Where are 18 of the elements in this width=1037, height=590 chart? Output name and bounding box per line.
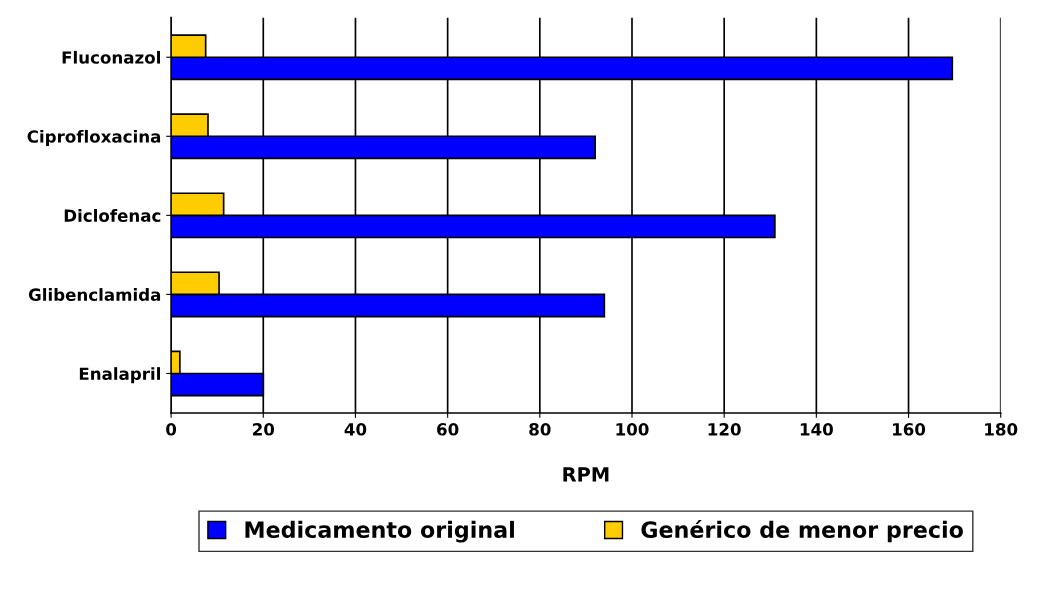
y-tick-label: Glibenclamida <box>28 288 161 301</box>
x-tick-label: 160 <box>893 423 926 436</box>
x-tick-label: 140 <box>800 423 833 436</box>
x-tick-label: 180 <box>985 423 1018 436</box>
y-tick-label: Fluconazol <box>62 50 160 64</box>
legend-label: Genérico de menor precio <box>641 519 963 543</box>
x-tick-label: 40 <box>344 423 367 436</box>
x-tick-label: 60 <box>437 423 459 436</box>
y-tick-label: Diclofenac <box>64 209 161 222</box>
x-tick-label: 0 <box>166 423 177 436</box>
y-tick-label: Ciprofloxacina <box>27 129 161 147</box>
x-tick-label: 120 <box>708 423 741 436</box>
x-tick-label: 80 <box>529 423 551 436</box>
y-tick-label: Enalapril <box>79 367 160 384</box>
legend-label: Medicamento original <box>245 520 514 543</box>
x-axis-title: RPM <box>563 467 609 482</box>
x-tick-label: 100 <box>616 423 649 436</box>
x-tick-label: 20 <box>253 423 275 436</box>
